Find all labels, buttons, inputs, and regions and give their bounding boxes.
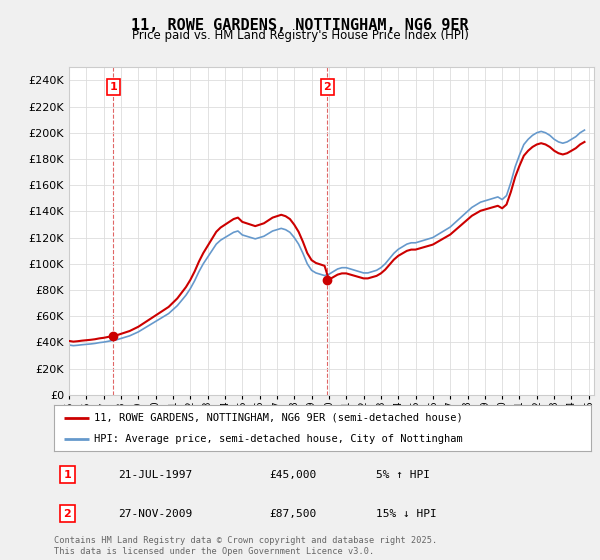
Text: 11, ROWE GARDENS, NOTTINGHAM, NG6 9ER (semi-detached house): 11, ROWE GARDENS, NOTTINGHAM, NG6 9ER (s…: [94, 413, 463, 423]
Text: £87,500: £87,500: [269, 509, 316, 519]
Text: HPI: Average price, semi-detached house, City of Nottingham: HPI: Average price, semi-detached house,…: [94, 435, 463, 444]
Text: Price paid vs. HM Land Registry's House Price Index (HPI): Price paid vs. HM Land Registry's House …: [131, 29, 469, 42]
Text: £45,000: £45,000: [269, 470, 316, 479]
Text: 2: 2: [323, 82, 331, 92]
Text: 21-JUL-1997: 21-JUL-1997: [118, 470, 193, 479]
Text: 11, ROWE GARDENS, NOTTINGHAM, NG6 9ER: 11, ROWE GARDENS, NOTTINGHAM, NG6 9ER: [131, 18, 469, 33]
Text: 27-NOV-2009: 27-NOV-2009: [118, 509, 193, 519]
Text: 15% ↓ HPI: 15% ↓ HPI: [376, 509, 437, 519]
Text: 1: 1: [64, 470, 71, 479]
Text: 5% ↑ HPI: 5% ↑ HPI: [376, 470, 430, 479]
Text: Contains HM Land Registry data © Crown copyright and database right 2025.
This d: Contains HM Land Registry data © Crown c…: [54, 536, 437, 556]
Text: 1: 1: [109, 82, 117, 92]
Text: 2: 2: [64, 509, 71, 519]
